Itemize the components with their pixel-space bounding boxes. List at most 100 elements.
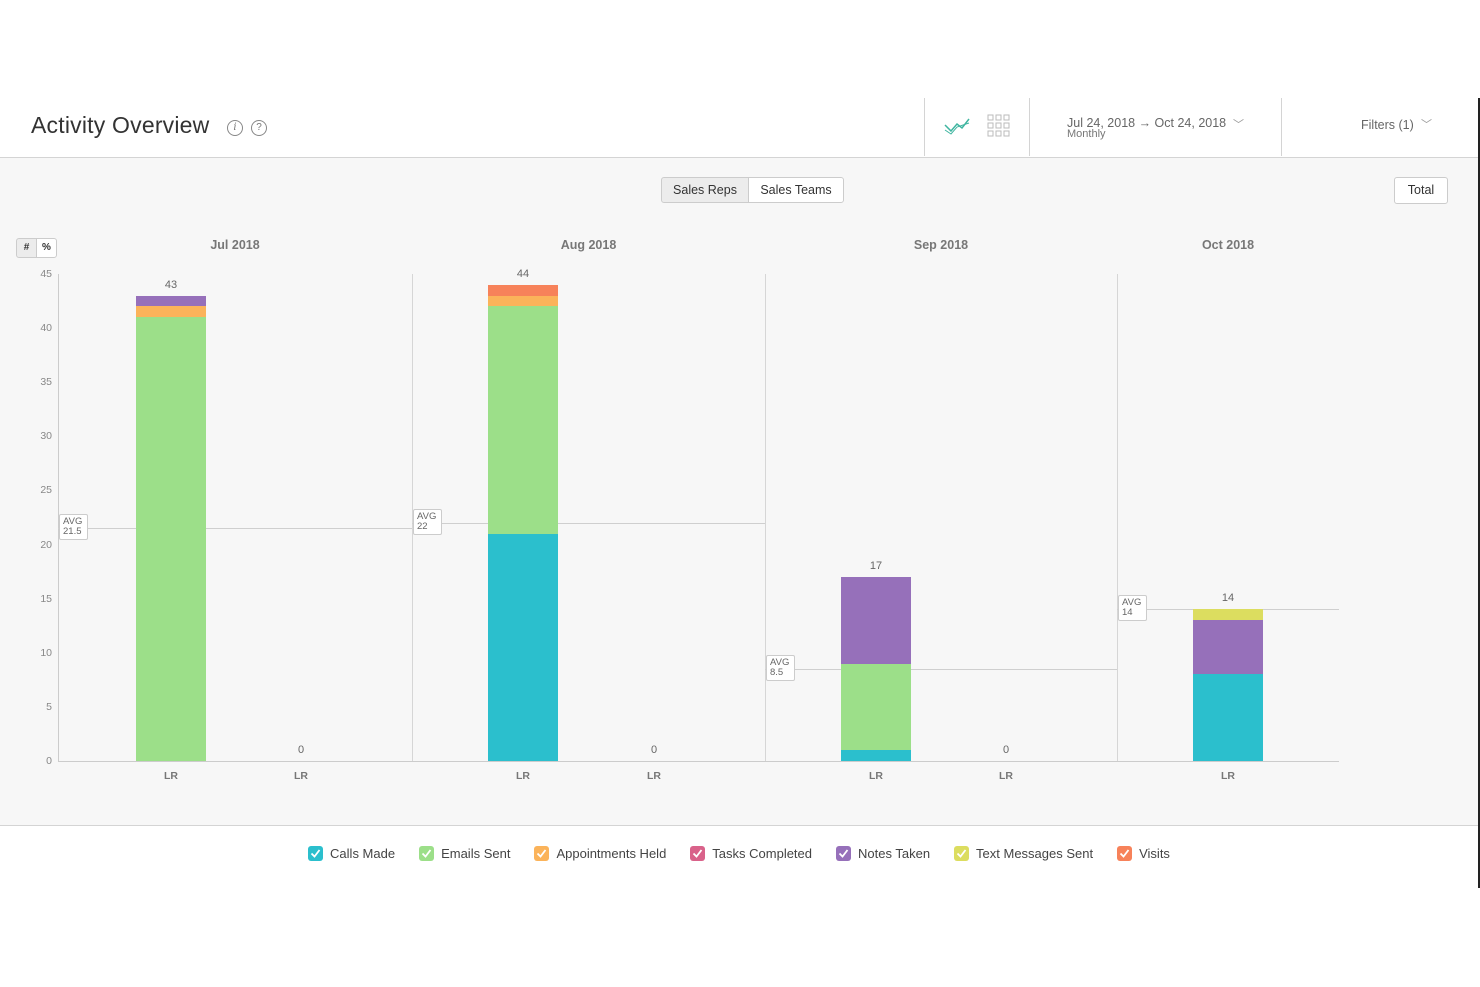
checkbox-checked-icon[interactable]: [1117, 846, 1133, 861]
chevron-down-icon[interactable]: ﹀: [1421, 119, 1432, 131]
bar-total-label: 17: [869, 560, 883, 573]
legend-item-notes[interactable]: Notes Taken: [836, 846, 930, 861]
y-tick-label: 0: [46, 755, 52, 767]
checkbox-checked-icon[interactable]: [690, 846, 706, 861]
bar-segment-calls[interactable]: [1193, 674, 1263, 761]
average-line: [765, 669, 1117, 670]
average-value: 14: [1122, 607, 1133, 619]
bar-total-label: 44: [516, 267, 530, 280]
help-icon[interactable]: ?: [251, 120, 267, 136]
y-tick-label: 10: [40, 646, 52, 659]
legend-item-appointments[interactable]: Appointments Held: [534, 846, 666, 861]
average-label: AVG: [63, 516, 83, 528]
month-divider: [765, 274, 766, 761]
grid-view-icon[interactable]: [987, 114, 1011, 138]
tab-sales-teams[interactable]: Sales Teams: [748, 177, 844, 203]
legend-item-calls[interactable]: Calls Made: [308, 846, 395, 861]
x-tick-label: LR: [869, 770, 883, 782]
filters-button[interactable]: Filters (1): [1361, 118, 1414, 132]
checkbox-checked-icon[interactable]: [419, 846, 435, 861]
legend-label: Tasks Completed: [712, 846, 813, 861]
average-value: 22: [417, 520, 428, 532]
total-dropdown[interactable]: Total: [1394, 177, 1448, 204]
bar-total-label: 0: [650, 744, 658, 756]
average-badge: AVG 22: [413, 508, 442, 535]
bar-segment-calls[interactable]: [488, 533, 558, 761]
checkbox-checked-icon[interactable]: [954, 846, 970, 861]
average-line: [412, 522, 765, 524]
bar-segment-notes[interactable]: [841, 577, 911, 664]
legend-label: Calls Made: [330, 846, 396, 861]
bar-total-label: 14: [1221, 592, 1235, 605]
date-interval: Monthly: [1067, 128, 1106, 140]
x-tick-label: LR: [1221, 770, 1235, 782]
bar-segment-notes[interactable]: [1193, 620, 1263, 675]
x-tick-label: LR: [294, 770, 308, 782]
line-chart-view-icon[interactable]: [944, 116, 970, 136]
x-tick-label: LR: [164, 770, 178, 782]
header-divider: [1281, 98, 1282, 156]
legend-item-tasks[interactable]: Tasks Completed: [690, 846, 812, 861]
legend-label: Emails Sent: [441, 846, 511, 861]
month-label: Sep 2018: [913, 238, 969, 252]
widget-header: Activity Overview i ? Jul 24, 2018 → Oct…: [0, 98, 1479, 158]
chevron-down-icon[interactable]: ﹀: [1233, 119, 1244, 131]
bar-segment-visits[interactable]: [488, 284, 558, 296]
date-range-picker[interactable]: Jul 24, 2018 → Oct 24, 2018 Monthly: [1067, 116, 1227, 140]
average-label: AVG: [417, 510, 437, 522]
header-divider: [924, 98, 925, 156]
month-label: Aug 2018: [560, 238, 617, 252]
x-axis: [58, 761, 1339, 762]
info-icon[interactable]: i: [227, 120, 243, 136]
checkbox-checked-icon[interactable]: [836, 846, 852, 861]
legend-item-emails[interactable]: Emails Sent: [419, 846, 510, 861]
y-tick-label: 25: [40, 484, 52, 497]
average-label: AVG: [1122, 597, 1142, 609]
tab-sales-reps[interactable]: Sales Reps: [661, 177, 749, 203]
bar-segment-texts[interactable]: [1193, 609, 1263, 621]
header-divider: [1029, 98, 1030, 156]
x-tick-label: LR: [516, 770, 530, 782]
y-tick-label: 35: [40, 376, 52, 389]
legend-item-texts[interactable]: Text Messages Sent: [954, 846, 1093, 861]
checkbox-checked-icon[interactable]: [534, 846, 550, 861]
average-badge: AVG 14: [1118, 595, 1147, 622]
average-label: AVG: [770, 657, 790, 668]
bar-segment-appointments[interactable]: [136, 306, 206, 318]
y-tick-label: 40: [40, 322, 52, 335]
bar-segment-appointments[interactable]: [488, 295, 558, 307]
checkbox-checked-icon[interactable]: [308, 846, 324, 861]
bar-segment-emails[interactable]: [136, 317, 206, 761]
chart-legend: Calls Made Emails Sent Appointments Held Ta…: [0, 846, 1478, 861]
bar-segment-notes[interactable]: [136, 295, 206, 307]
legend-item-visits[interactable]: Visits: [1117, 846, 1170, 861]
month-divider: [412, 274, 413, 761]
date-range-value: Jul 24, 2018 → Oct 24, 2018: [1067, 116, 1227, 130]
chart-area: Sales Reps Sales Teams Total # % 45 40 35 3…: [0, 158, 1478, 826]
y-tick-label: 30: [40, 430, 52, 443]
window-edge: [1478, 98, 1480, 888]
count-toggle[interactable]: #: [16, 238, 37, 258]
average-value: 21.5: [63, 526, 82, 538]
average-value: 8.5: [770, 667, 784, 678]
legend-label: Text Messages Sent: [976, 846, 1094, 861]
y-tick-label: 15: [40, 592, 52, 605]
average-badge: AVG 21.5: [59, 514, 88, 541]
bar-segment-emails[interactable]: [488, 306, 558, 534]
bar-segment-emails[interactable]: [841, 663, 911, 751]
y-tick-label: 45: [40, 268, 52, 280]
bar-total-label: 0: [297, 744, 305, 756]
month-label: Oct 2018: [1201, 238, 1255, 252]
month-label: Jul 2018: [210, 238, 260, 252]
bar-total-label: 43: [164, 278, 178, 291]
average-line: [58, 528, 412, 530]
y-tick-label: 5: [46, 700, 52, 713]
legend-label: Appointments Held: [556, 846, 667, 861]
month-divider: [1117, 274, 1118, 761]
percent-toggle[interactable]: %: [36, 238, 57, 258]
page-title: Activity Overview: [31, 112, 210, 138]
average-badge: AVG 8.5: [766, 655, 795, 681]
x-tick-label: LR: [647, 770, 661, 782]
bar-segment-calls[interactable]: [841, 750, 911, 761]
activity-overview-widget: Activity Overview i ? Jul 24, 2018 → Oct…: [0, 98, 1480, 888]
